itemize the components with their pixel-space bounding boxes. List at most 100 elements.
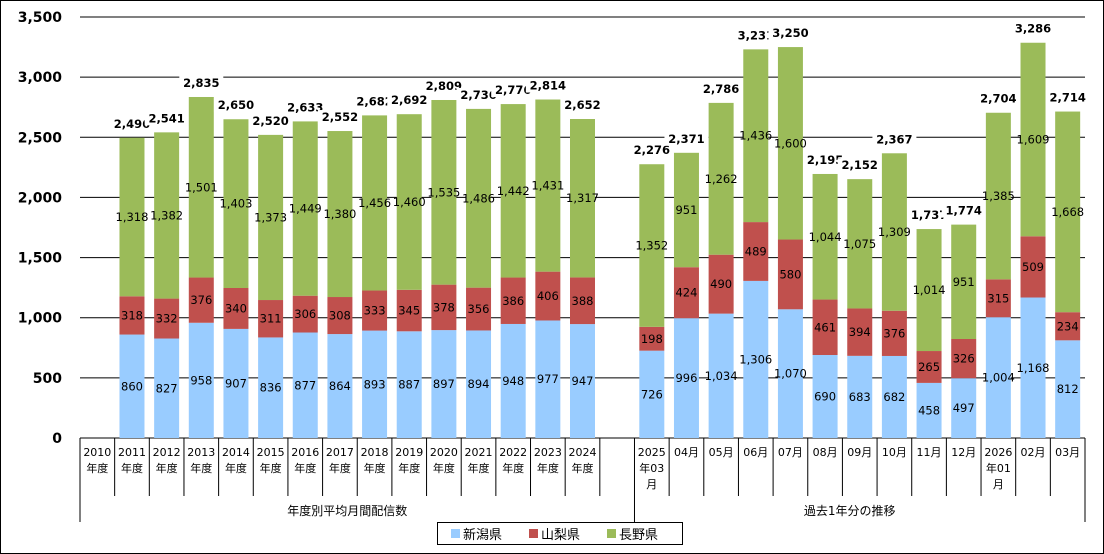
- total-label: 2,552: [322, 110, 358, 124]
- data-label: 1,014: [913, 283, 946, 297]
- total-label-bg: [248, 113, 293, 128]
- bar-segment-3: [812, 173, 838, 300]
- total-label: 2,714: [1049, 91, 1085, 105]
- x-tick-label: 年度: [502, 461, 524, 475]
- data-label: 497: [953, 401, 975, 415]
- data-label: 1,168: [1017, 361, 1050, 375]
- data-label: 326: [953, 352, 975, 366]
- data-label: 996: [675, 371, 697, 385]
- data-label: 877: [294, 378, 316, 392]
- x-tick-label: 年度: [86, 461, 108, 475]
- y-tick-label: 2,000: [18, 190, 63, 206]
- x-tick-label: 年度: [190, 461, 212, 475]
- x-tick-label: 2018: [361, 446, 389, 459]
- total-label-bg: [525, 78, 570, 93]
- bar-segment-1: [466, 330, 492, 438]
- total-label: 2,682: [356, 94, 392, 108]
- bar-segment-1: [708, 313, 734, 438]
- x-tick-label: 年度: [260, 461, 282, 475]
- x-tick-label: 2019: [395, 446, 423, 459]
- data-label: 458: [918, 403, 940, 417]
- x-tick-label: 年度: [225, 461, 247, 475]
- x-tick-label: 年度: [364, 461, 386, 475]
- bar-segment-3: [985, 112, 1011, 280]
- x-tick-label: 年度: [433, 461, 455, 475]
- total-label: 1,774: [946, 204, 982, 218]
- bar-segment-1: [881, 355, 907, 438]
- bar-segment-1: [258, 337, 284, 438]
- x-tick-label: 10月: [882, 446, 907, 459]
- data-label: 1,309: [878, 225, 911, 239]
- bar-segment-3: [292, 121, 318, 296]
- x-tick-label: 02月: [1021, 446, 1046, 459]
- data-label: 424: [675, 286, 697, 300]
- bar-segment-3: [431, 99, 457, 285]
- x-tick-label: 2020: [430, 446, 458, 459]
- data-label: 388: [572, 294, 594, 308]
- total-label: 2,195: [807, 153, 843, 167]
- x-tick-label: 08月: [813, 446, 838, 459]
- bar-segment-1: [362, 330, 388, 438]
- bar-segment-2: [743, 222, 769, 281]
- data-label: 951: [675, 203, 697, 217]
- data-label: 311: [260, 312, 282, 326]
- data-label: 333: [364, 304, 386, 318]
- x-tick-label: 年度: [398, 461, 420, 475]
- data-label: 951: [953, 275, 975, 289]
- x-tick-label: 06月: [743, 446, 768, 459]
- x-tick-label: 07月: [778, 446, 803, 459]
- data-label: 887: [398, 378, 420, 392]
- bar-segment-1: [535, 320, 561, 438]
- bar-segment-1: [188, 322, 214, 438]
- x-tick-label: 2016: [291, 446, 319, 459]
- total-label: 2,835: [183, 76, 219, 90]
- x-tick-label: 年度: [294, 461, 316, 475]
- data-label: 1,382: [150, 208, 183, 222]
- data-label: 234: [1057, 319, 1079, 333]
- total-label-bg: [733, 28, 778, 43]
- total-label-bg: [352, 94, 397, 109]
- data-label: 948: [502, 374, 524, 388]
- data-label: 1,352: [635, 239, 668, 253]
- total-label-bg: [664, 131, 709, 146]
- data-label: 683: [849, 390, 871, 404]
- bar-segment-3: [500, 104, 526, 278]
- bar-segment-1: [500, 323, 526, 438]
- bar-segment-2: [500, 277, 526, 324]
- legend-label: 長野県: [619, 528, 658, 543]
- x-tick-label: 年03: [639, 461, 664, 475]
- data-label: 1,436: [739, 129, 772, 143]
- bar-segment-1: [431, 330, 457, 438]
- bar-segment-1: [119, 334, 145, 438]
- y-tick-label: 2,500: [18, 130, 63, 146]
- x-tick-label: 2012: [153, 446, 181, 459]
- x-tick-label: 2013: [187, 446, 215, 459]
- data-label: 1,501: [185, 180, 218, 194]
- bar-segment-3: [916, 229, 942, 352]
- total-label: 2,776: [495, 83, 531, 97]
- total-label-bg: [699, 81, 744, 96]
- data-label: 308: [329, 309, 351, 323]
- x-tick-label: 年度: [156, 461, 178, 475]
- bar-segment-2: [570, 277, 595, 325]
- bar-segment-2: [916, 351, 942, 383]
- bar-segment-1: [639, 350, 665, 438]
- data-label: 1,306: [739, 352, 772, 366]
- data-label: 1,668: [1051, 205, 1084, 219]
- y-tick-label: 3,500: [18, 10, 63, 26]
- total-label: 2,704: [980, 92, 1016, 106]
- x-tick-label: 2015: [257, 446, 285, 459]
- x-tick-label: 年度: [468, 461, 490, 475]
- total-label: 2,692: [391, 93, 427, 107]
- bar-segment-2: [985, 279, 1011, 318]
- data-label: 356: [468, 302, 490, 316]
- total-label-bg: [213, 98, 258, 113]
- bar-segment-1: [1055, 340, 1081, 438]
- total-label: 2,652: [564, 98, 600, 112]
- x-tick-label: 2025: [638, 446, 666, 459]
- bar-segment-3: [708, 102, 734, 255]
- x-tick-label: 年度: [121, 461, 143, 475]
- bar-segment-2: [1055, 312, 1081, 341]
- total-label-bg: [421, 78, 466, 93]
- data-label: 1,044: [809, 230, 842, 244]
